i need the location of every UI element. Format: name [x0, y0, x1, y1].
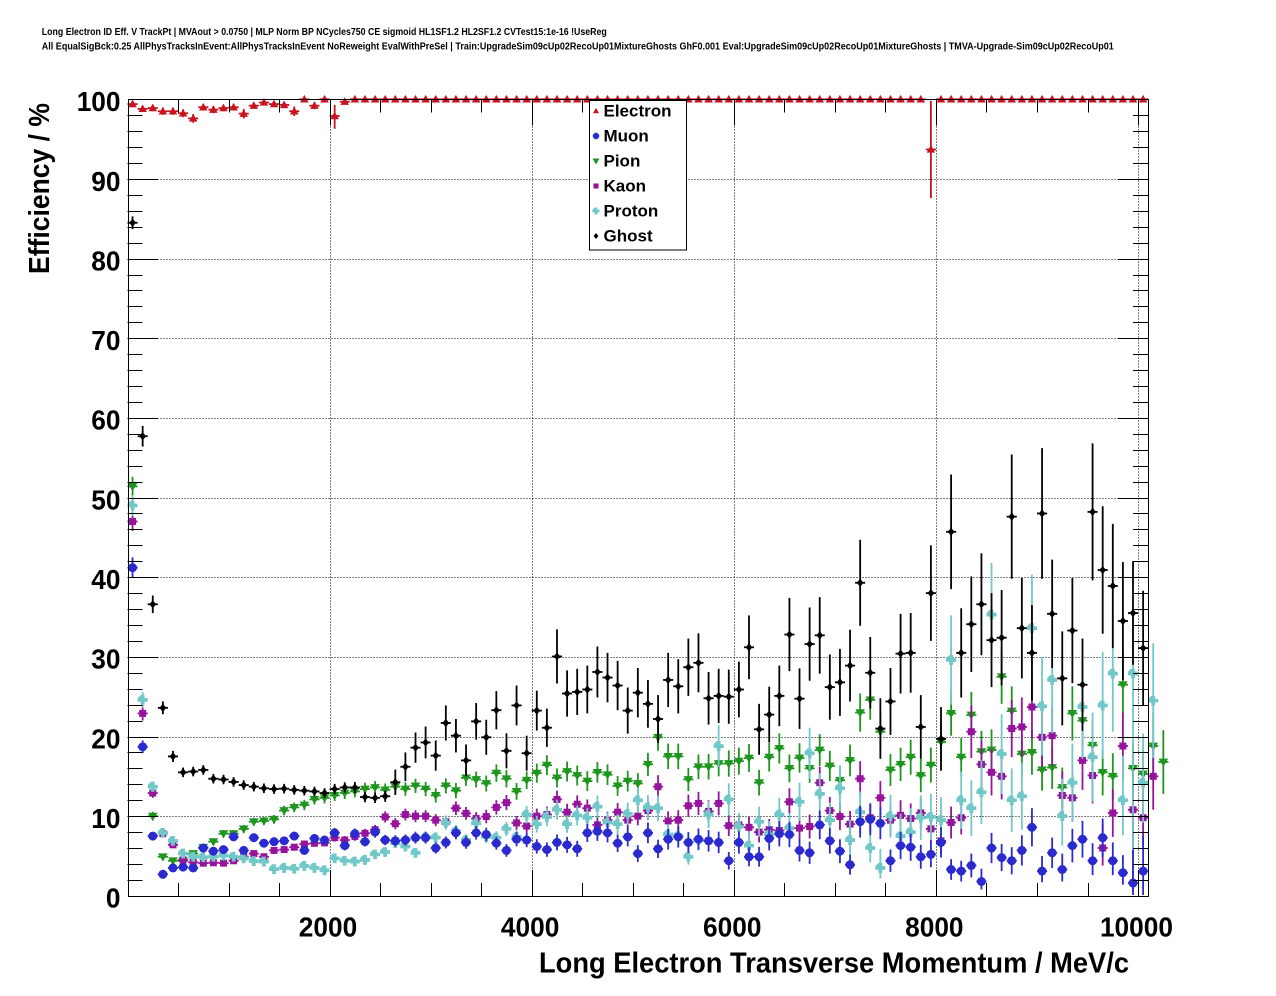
svg-text:Kaon: Kaon	[604, 177, 647, 196]
svg-text:Efficiency / %: Efficiency / %	[24, 103, 56, 274]
svg-text:60: 60	[91, 405, 120, 436]
svg-text:Muon: Muon	[604, 127, 649, 146]
svg-text:40: 40	[91, 564, 120, 595]
svg-text:20: 20	[91, 723, 120, 754]
svg-text:Long Electron Transverse Momen: Long Electron Transverse Momentum / MeV/…	[539, 948, 1129, 980]
svg-text:Electron: Electron	[604, 102, 672, 121]
svg-text:6000: 6000	[703, 912, 761, 943]
svg-text:Ghost: Ghost	[604, 227, 653, 246]
svg-text:100: 100	[77, 86, 121, 117]
svg-text:Long Electron ID Eff. V TrackP: Long Electron ID Eff. V TrackPt | MVAout…	[42, 26, 607, 38]
svg-text:50: 50	[91, 484, 120, 515]
svg-text:4000: 4000	[501, 912, 559, 943]
svg-text:30: 30	[91, 644, 120, 675]
svg-text:90: 90	[91, 166, 120, 197]
svg-text:10: 10	[91, 803, 120, 834]
svg-text:0: 0	[106, 883, 121, 914]
svg-text:Pion: Pion	[604, 152, 641, 171]
svg-text:10000: 10000	[1100, 912, 1173, 943]
svg-text:80: 80	[91, 245, 120, 276]
svg-text:Proton: Proton	[604, 202, 659, 221]
svg-text:8000: 8000	[905, 912, 963, 943]
svg-text:70: 70	[91, 325, 120, 356]
svg-text:All EqualSigBck:0.25 AllPhysTr: All EqualSigBck:0.25 AllPhysTracksInEven…	[42, 41, 1114, 53]
svg-text:2000: 2000	[299, 912, 357, 943]
